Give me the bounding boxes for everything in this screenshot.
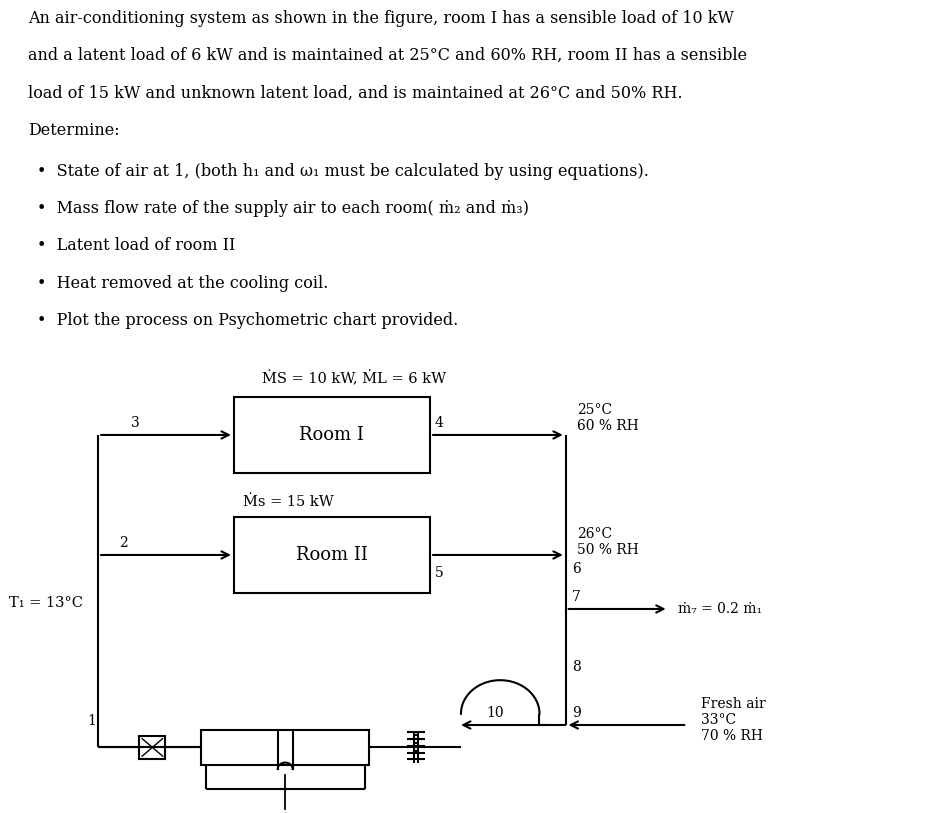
Text: ṁ₇ = 0.2 ṁ₁: ṁ₇ = 0.2 ṁ₁ (678, 602, 762, 616)
Text: Room I: Room I (299, 426, 365, 444)
Text: 33°C: 33°C (701, 712, 737, 727)
Text: load of 15 kW and unknown latent load, and is maintained at 26°C and 50% RH.: load of 15 kW and unknown latent load, a… (28, 85, 683, 102)
Text: 60 % RH: 60 % RH (577, 420, 639, 433)
Text: T₁ = 13°C: T₁ = 13°C (9, 596, 83, 610)
Text: and a latent load of 6 kW and is maintained at 25°C and 60% RH, room II has a se: and a latent load of 6 kW and is maintai… (28, 47, 747, 64)
Text: •  Plot the process on Psychometric chart provided.: • Plot the process on Psychometric chart… (37, 312, 458, 329)
Bar (201, 730, 369, 765)
Text: •  Latent load of room II: • Latent load of room II (37, 237, 236, 254)
Text: •  Heat removed at the cooling coil.: • Heat removed at the cooling coil. (37, 275, 328, 292)
Text: Determine:: Determine: (28, 122, 120, 139)
Text: •  Mass flow rate of the supply air to each room( ṁ₂ and ṁ₃): • Mass flow rate of the supply air to ea… (37, 200, 529, 217)
Bar (139, 737, 165, 759)
Text: 9: 9 (572, 706, 581, 720)
Text: Room II: Room II (296, 546, 367, 564)
Text: 10: 10 (486, 706, 504, 720)
Text: 5: 5 (435, 567, 443, 580)
Text: 70 % RH: 70 % RH (701, 728, 763, 742)
Text: ṀS = 10 kW, ṀL = 6 kW: ṀS = 10 kW, ṀL = 6 kW (262, 371, 446, 386)
Text: 1: 1 (87, 714, 95, 728)
Bar (234, 517, 430, 593)
Bar (234, 397, 430, 473)
Text: Ṁs = 15 kW: Ṁs = 15 kW (243, 495, 334, 509)
Text: 26°C: 26°C (577, 527, 612, 541)
Text: 25°C: 25°C (577, 403, 612, 417)
Text: 4: 4 (435, 416, 443, 430)
Text: 6: 6 (572, 562, 581, 576)
Text: 2: 2 (119, 536, 127, 550)
Text: •  State of air at 1, (both h₁ and ω₁ must be calculated by using equations).: • State of air at 1, (both h₁ and ω₁ mus… (37, 163, 649, 180)
Text: 7: 7 (572, 590, 581, 604)
Text: 8: 8 (572, 660, 581, 674)
Text: Fresh air: Fresh air (701, 697, 766, 711)
Text: An air-conditioning system as shown in the figure, room I has a sensible load of: An air-conditioning system as shown in t… (28, 10, 734, 27)
Text: 3: 3 (131, 416, 139, 430)
Text: 50 % RH: 50 % RH (577, 542, 639, 557)
